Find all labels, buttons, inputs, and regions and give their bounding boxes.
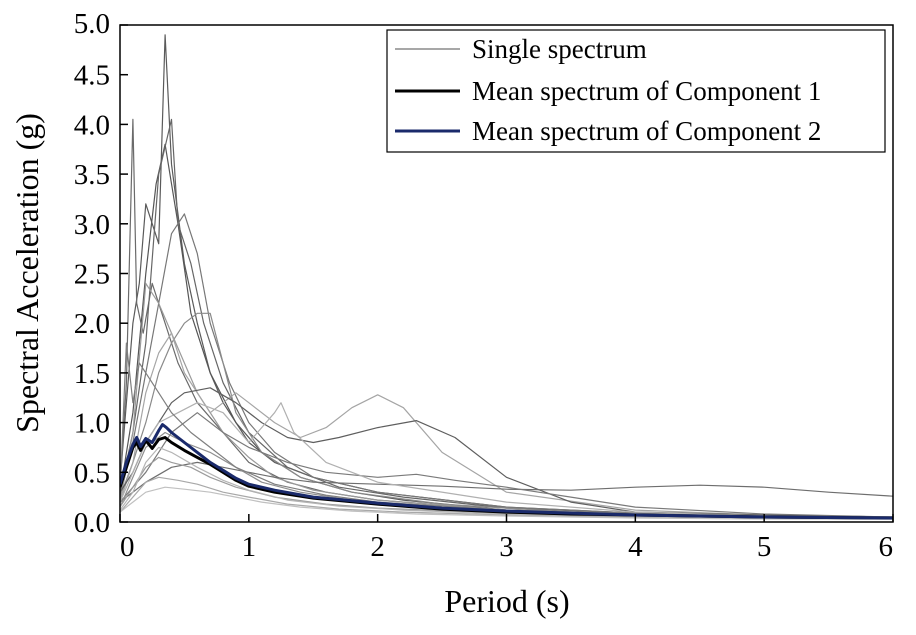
single-spectrum-line-15 — [120, 476, 893, 520]
y-tick-label-0.0: 0.0 — [74, 507, 110, 539]
x-tick-label-5: 5 — [757, 531, 772, 563]
mean-spectrum-of-component-2-line — [120, 423, 893, 520]
legend-label-mean-component-2: Mean spectrum of Component 2 — [472, 116, 821, 146]
x-tick-label-4: 4 — [628, 531, 643, 563]
y-tick-label-5.0: 5.0 — [74, 8, 110, 40]
single-spectrum-line-12 — [120, 402, 893, 519]
y-tick-label-2.0: 2.0 — [74, 308, 110, 340]
legend-label-single-spectrum: Single spectrum — [472, 34, 647, 64]
spectra-series-group — [120, 34, 893, 520]
y-axis-ticks: 0.0 0.5 1.0 1.5 2.0 2.5 3.0 3.5 4.0 4.5 5.0 — [74, 8, 128, 539]
x-tick-label-2: 2 — [370, 531, 385, 563]
x-tick-label-6: 6 — [879, 531, 894, 563]
single-spectrum-line-7 — [120, 282, 893, 519]
y-tick-label-0.5: 0.5 — [74, 457, 110, 489]
x-tick-label-0: 0 — [120, 531, 135, 563]
legend-label-mean-component-1: Mean spectrum of Component 1 — [472, 76, 821, 106]
single-spectrum-line-3 — [120, 143, 893, 518]
y-tick-label-4.5: 4.5 — [74, 60, 110, 92]
legend: Single spectrum Mean spectrum of Compone… — [386, 29, 886, 153]
y-axis-title: Spectral Acceleration (g) — [9, 113, 45, 433]
y-tick-label-3.5: 3.5 — [74, 159, 110, 191]
single-spectrum-line-2 — [120, 118, 893, 518]
y-tick-label-2.5: 2.5 — [74, 259, 110, 291]
legend-box — [386, 29, 886, 153]
x-axis-title: Period (s) — [444, 583, 569, 619]
y-tick-label-3.0: 3.0 — [74, 209, 110, 241]
single-spectrum-line-5 — [120, 213, 893, 518]
x-axis-ticks: 0 1 2 3 4 5 6 — [119, 514, 894, 563]
single-spectrum-line-9 — [120, 387, 893, 518]
single-spectrum-line-10 — [120, 461, 893, 503]
single-spectrum-line-4 — [120, 118, 893, 518]
y-tick-label-1.0: 1.0 — [74, 408, 110, 440]
y-tick-label-1.5: 1.5 — [74, 358, 110, 390]
single-spectrum-line-11 — [120, 412, 893, 518]
x-tick-label-3: 3 — [499, 531, 514, 563]
single-spectrum-line-18 — [120, 486, 893, 520]
single-spectrum-line-6 — [120, 312, 893, 518]
single-spectrum-line-17 — [120, 342, 893, 518]
y-tick-label-4.0: 4.0 — [74, 109, 110, 141]
x-tick-label-1: 1 — [242, 531, 257, 563]
